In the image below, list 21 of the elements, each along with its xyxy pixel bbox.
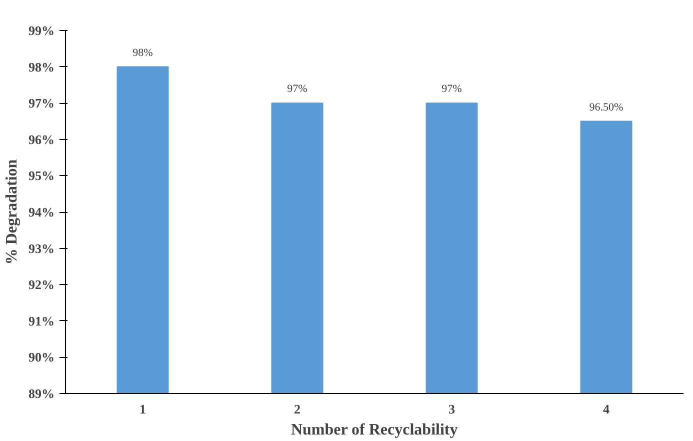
y-tick-label: 91% xyxy=(28,313,54,328)
y-tick-label: 92% xyxy=(28,277,54,292)
x-axis-title: Number of Recyclability xyxy=(290,422,458,438)
x-tick-label: 1 xyxy=(140,402,146,416)
data-label: 98% xyxy=(132,46,153,59)
y-tick-label: 89% xyxy=(28,386,54,401)
y-tick-label: 95% xyxy=(28,168,54,184)
data-label: 97% xyxy=(442,83,462,96)
y-tick-label: 93% xyxy=(28,240,54,256)
y-tick-label: 94% xyxy=(28,204,54,220)
y-tick-label: 97% xyxy=(28,96,54,111)
x-tick-label: 3 xyxy=(448,402,456,416)
x-tick-label: 4 xyxy=(603,402,610,416)
data-label: 97% xyxy=(287,83,308,96)
y-axis-title: % Degradation xyxy=(4,159,20,265)
y-tick-label: 99% xyxy=(28,23,54,38)
y-tick-label: 96% xyxy=(28,132,54,147)
y-tick-label: 90% xyxy=(28,350,54,365)
x-tick-label: 2 xyxy=(294,402,300,416)
y-tick-label: 98% xyxy=(28,59,54,74)
data-label: 96.50% xyxy=(589,101,624,114)
